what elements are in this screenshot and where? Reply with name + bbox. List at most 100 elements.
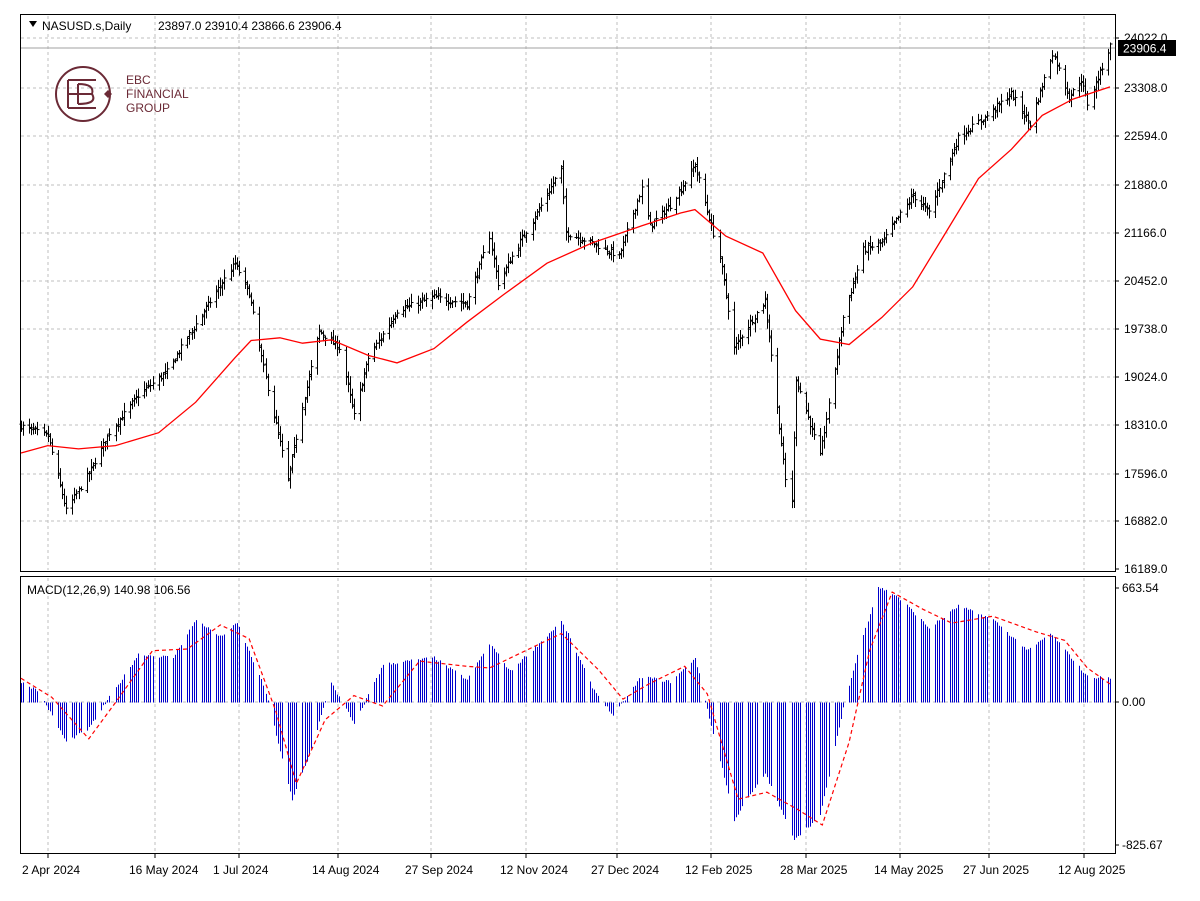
price-bar [204,301,209,319]
moving-average [20,86,1111,454]
date-tick-label-11: 12 Aug 2025 [1058,863,1126,877]
price-bar [280,433,285,458]
price-bar [1048,59,1053,80]
price-bar [781,436,786,465]
price-bar [1069,89,1074,108]
ebc-logo: EBC FINANCIAL GROUP [55,66,189,122]
price-bar [64,495,69,515]
price-bar [229,264,234,282]
price-bar [303,396,308,416]
price-bar [623,234,628,247]
price-bar [674,196,679,215]
price-bar [401,306,406,318]
price-bar [691,159,696,177]
ohlc-values: 23897.0 23910.4 23866.6 23906.4 [158,19,342,33]
price-bar [855,265,860,284]
price-bar [919,195,924,210]
macd-panel-frame [20,576,1116,854]
date-tick-label-0: 2 Apr 2024 [22,863,80,877]
price-bar [668,196,673,212]
price-bar [321,330,326,342]
price-bar [389,317,394,329]
price-bar [218,277,223,297]
price-bar [56,449,61,479]
price-bar [220,279,225,296]
price-bar [738,329,743,349]
price-bar [995,97,1000,118]
price-bar [559,165,564,184]
price-tick-label-1: 23308.0 [1124,81,1168,95]
macd-label: MACD(12,26,9) 140.98 106.56 [27,583,191,597]
price-tick-label-7: 19024.0 [1124,370,1168,384]
price-bar [1108,42,1113,61]
price-bar [810,418,815,437]
menu-triangle-icon[interactable] [29,21,37,27]
price-bar [539,197,544,212]
price-bar [74,489,79,500]
price-bar [611,241,616,263]
price-bar [524,231,529,243]
price-bar [434,290,439,299]
price-bar [1024,106,1029,122]
price-bar [796,376,801,393]
price-bar [249,292,254,307]
price-series [19,42,1113,515]
price-bar [42,423,47,436]
price-bar [116,418,121,432]
price-bar [190,328,195,340]
price-bar [409,293,414,308]
price-bar [315,336,320,375]
price-bar [763,291,768,309]
price-bar [553,176,558,187]
price-bar [288,465,293,489]
price-bar [812,422,817,440]
price-bar [393,312,398,324]
price-bar [1071,88,1076,97]
date-tick-label-7: 12 Feb 2025 [685,863,753,877]
price-bar [697,171,702,183]
price-bar [87,470,92,482]
price-bar [27,418,32,434]
price-bar [364,361,369,379]
price-bar [105,434,110,450]
price-bar [956,132,961,151]
macd-tick-label-0: 663.54 [1122,581,1159,595]
price-bar [171,358,176,370]
price-tick-label-4: 21166.0 [1124,226,1167,240]
price-bar [1098,66,1103,85]
price-bar [481,245,486,259]
price-bar [981,119,986,126]
price-bar [358,381,363,422]
price-bar [681,180,686,195]
price-bar [847,294,852,324]
price-bar [259,343,264,363]
price-bar [348,376,353,403]
price-bar [1042,74,1047,90]
price-bar [317,324,322,343]
price-bar [976,113,981,125]
price-bar [777,405,782,435]
price-bar [134,389,139,404]
price-bar [151,376,156,390]
price-bar [1079,73,1084,92]
price-bar [1083,78,1088,97]
price-bar [660,205,665,224]
price-bar [720,256,725,275]
price-bar [444,293,449,307]
price-bar [827,398,832,424]
price-bar [450,300,455,308]
price-bar [264,358,269,380]
macd-indicator [20,587,1111,841]
price-bar [693,162,698,173]
price-bar [596,239,601,255]
macd-tick-label-2: -825.67 [1122,838,1163,852]
price-bar [48,433,53,447]
date-tick-label-3: 14 Aug 2024 [312,863,380,877]
price-bar [711,215,716,239]
price-bar [884,229,889,244]
price-bar [905,198,910,218]
price-bar [985,110,990,122]
price-bar [940,180,945,193]
